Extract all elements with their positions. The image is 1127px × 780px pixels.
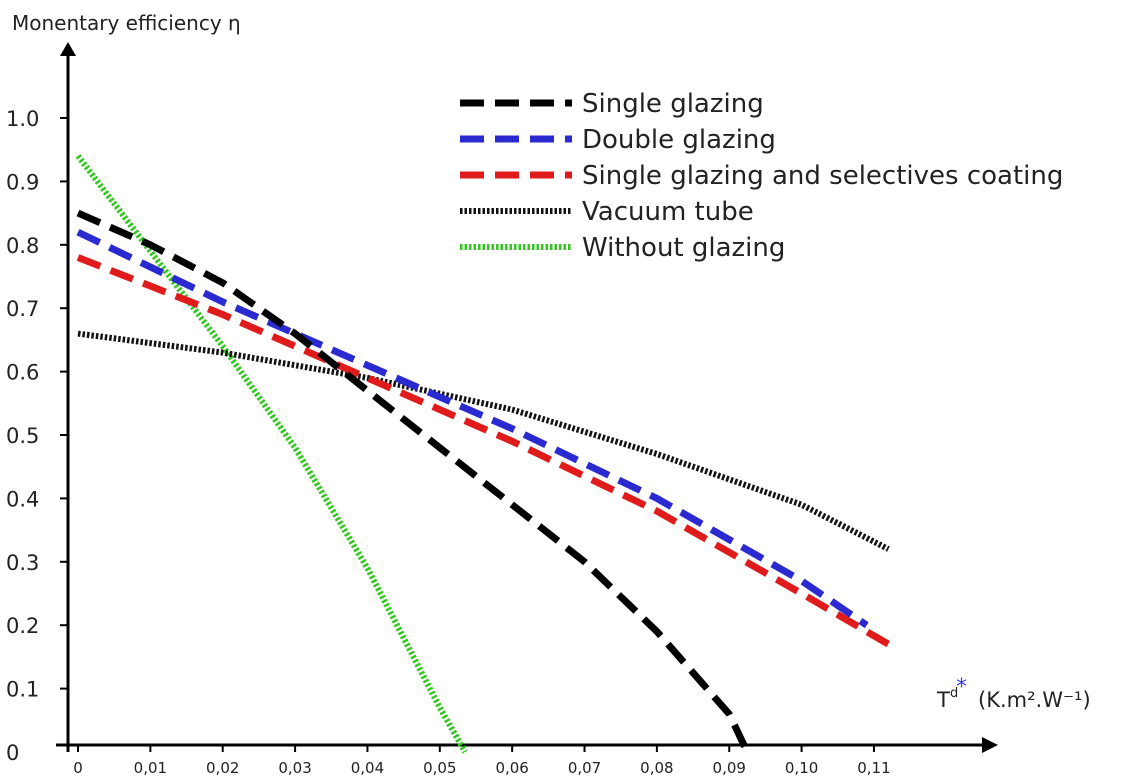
y-ticks: 0 0.1 0.2 0.3 0.4 0.5 0.6 0.7 0.8 0.9 1.0	[6, 107, 68, 765]
x-tick-label: 0,11	[857, 759, 890, 777]
x-axis-title-symbol: T	[936, 688, 950, 712]
legend-label: Vacuum tube	[582, 197, 754, 227]
y-tick-label: 0.3	[6, 551, 39, 575]
legend-label: Without glazing	[582, 233, 785, 263]
axes	[56, 42, 998, 753]
x-tick-label: 0,04	[351, 759, 384, 777]
x-tick-label: 0,05	[423, 759, 456, 777]
x-tick-label: 0,07	[568, 759, 601, 777]
legend-label: Double glazing	[582, 125, 776, 155]
x-tick-label: 0,06	[495, 759, 528, 777]
legend-label: Single glazing	[582, 89, 764, 119]
y-tick-label: 1.0	[6, 107, 39, 131]
x-axis-title-units: (K.m².W⁻¹)	[978, 688, 1091, 712]
x-tick-label: 0,08	[640, 759, 673, 777]
series-line-without-glazing	[75, 154, 468, 754]
x-axis-title-marker: *	[956, 675, 967, 700]
y-tick-label: 0.5	[6, 424, 39, 448]
y-tick-label: 0.1	[6, 678, 39, 702]
x-axis-arrow	[982, 737, 998, 753]
y-tick-label: 0.6	[6, 361, 39, 385]
y-axis-arrow	[60, 42, 76, 56]
x-tick-label: 0,02	[206, 759, 239, 777]
y-tick-label: 0.2	[6, 614, 39, 638]
y-tick-label: 0.8	[6, 234, 39, 258]
x-tick-label: 0,03	[278, 759, 311, 777]
x-ticks: 0 0,01 0,02 0,03 0,04 0,05 0,06 0,07 0,08 0,09 0,1…	[73, 745, 891, 777]
y-tick-label: 0.7	[6, 297, 39, 321]
y-tick-label: 0	[6, 741, 19, 765]
legend: Single glazing Double glazing Single glazi…	[460, 89, 1063, 263]
x-tick-label: 0,01	[134, 759, 167, 777]
x-axis-title-superscript: d	[950, 686, 958, 701]
series-line-single-glazing-and-selectives-coating	[76, 254, 891, 648]
series-line-single-glazing	[76, 209, 751, 754]
series-line-vacuum-tube	[77, 330, 890, 552]
series-line-double-glazing	[76, 228, 869, 629]
x-tick-label: 0,09	[713, 759, 746, 777]
legend-label: Single glazing and selectives coating	[582, 161, 1063, 191]
series-lines	[75, 154, 891, 754]
y-axis-title: Monentary efficiency η	[12, 11, 241, 35]
x-tick-label: 0,10	[785, 759, 818, 777]
x-tick-label: 0	[73, 759, 83, 777]
y-tick-label: 0.9	[6, 170, 39, 194]
y-tick-label: 0.4	[6, 487, 39, 511]
x-axis-title: T d * (K.m².W⁻¹)	[936, 675, 1091, 712]
